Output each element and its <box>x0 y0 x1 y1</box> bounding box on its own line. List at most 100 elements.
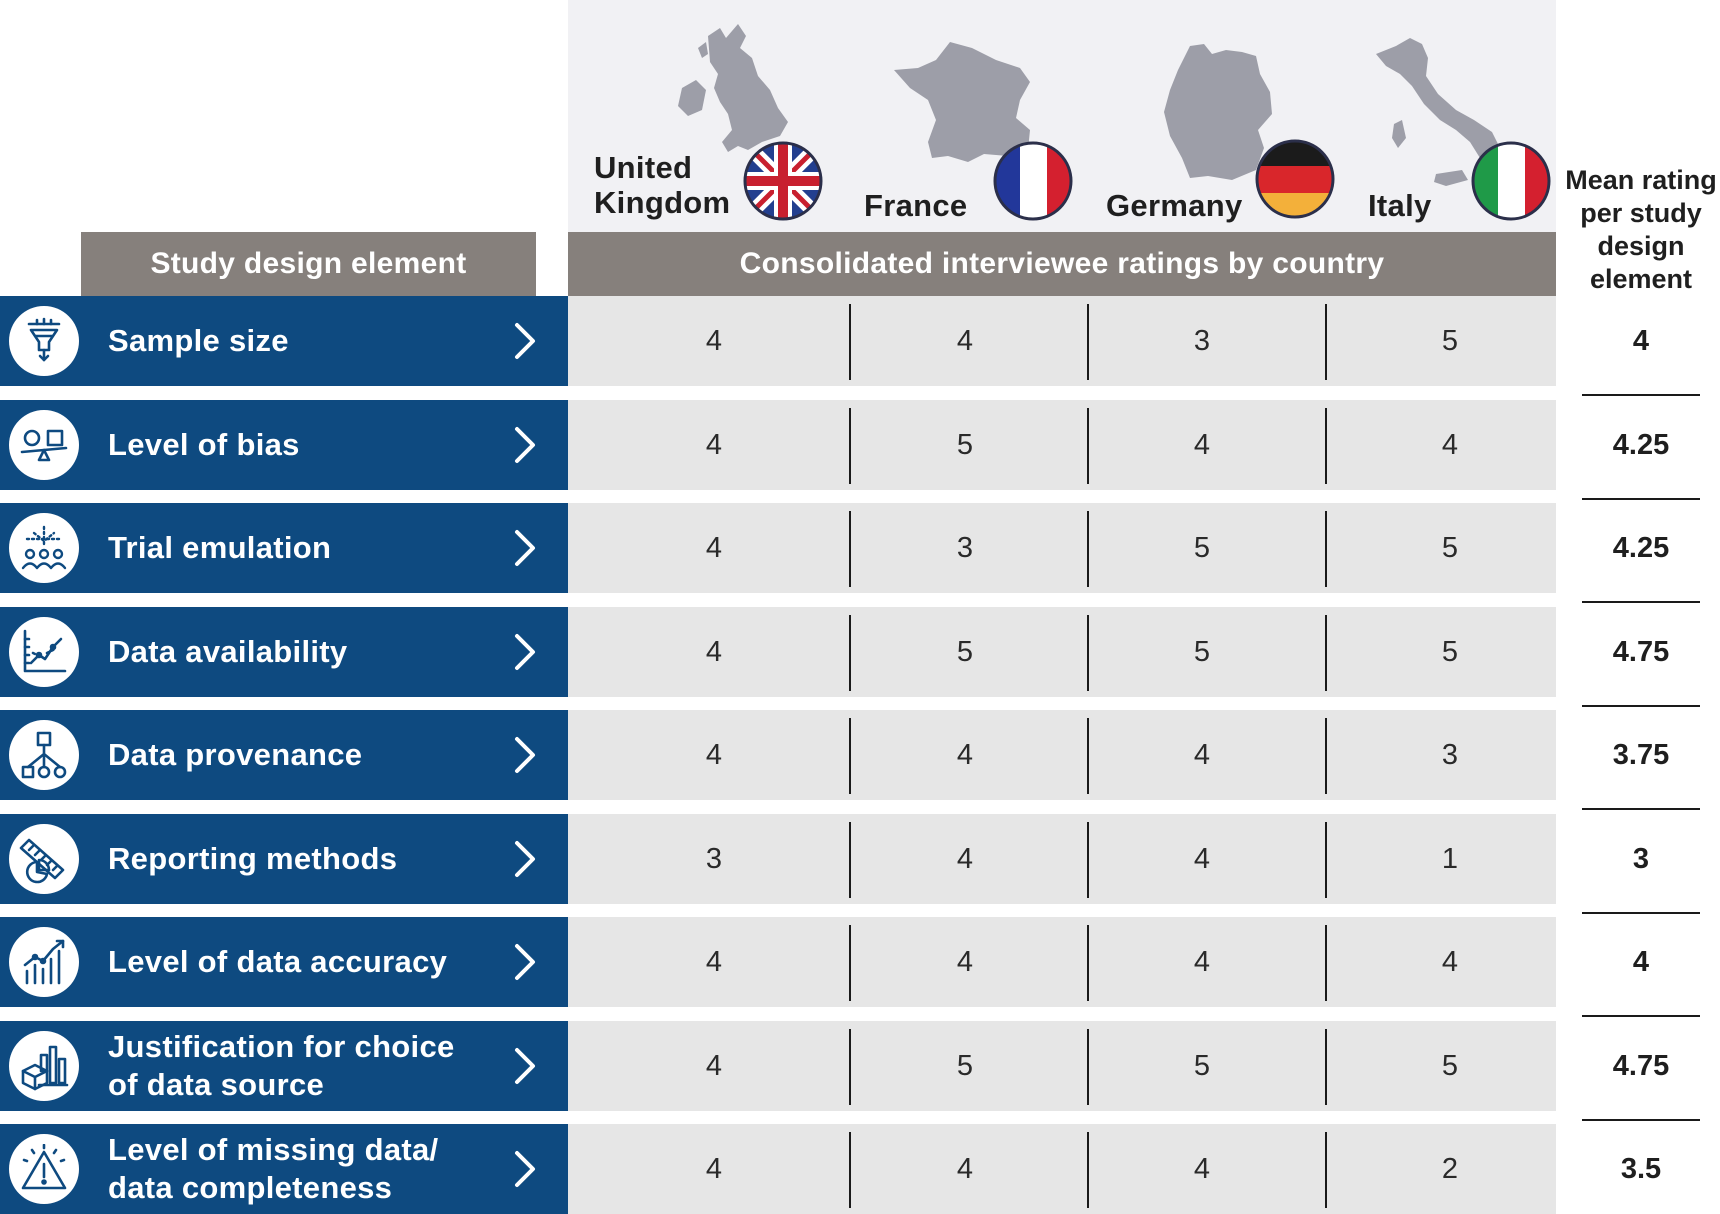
study-element-label: Reporting methods <box>108 841 398 876</box>
rating-cell: 5 <box>1193 531 1211 564</box>
column-divider <box>849 304 851 380</box>
rating-cell: 4 <box>956 1152 974 1185</box>
mean-divider <box>1582 912 1700 914</box>
column-divider <box>1087 615 1089 691</box>
country-ratings: 4 3 5 5 <box>568 503 1556 593</box>
rating-cell: 4 <box>956 324 974 357</box>
country-ratings: 4 4 4 2 <box>568 1124 1556 1214</box>
mean-divider <box>1582 705 1700 707</box>
group-icon <box>9 513 79 583</box>
study-element-button[interactable]: Level of missing data/ data completeness <box>0 1124 568 1214</box>
mean-divider <box>1582 808 1700 810</box>
italy-flag <box>1471 141 1551 221</box>
mean-divider <box>1582 1015 1700 1017</box>
study-element-button[interactable]: Justification for choice of data source <box>0 1021 568 1111</box>
column-divider <box>1325 718 1327 794</box>
france-map <box>894 42 1030 162</box>
hierarchy-icon <box>9 720 79 790</box>
chevron-right-icon <box>515 1151 535 1187</box>
column-divider <box>849 615 851 691</box>
table-row: Data availability 4 5 5 5 4.75 <box>0 607 1720 707</box>
study-element-label: Level of data accuracy <box>108 944 448 979</box>
column-divider <box>849 718 851 794</box>
chevron-right-icon <box>515 841 535 877</box>
table-row: Reporting methods 3 4 4 1 3 <box>0 814 1720 914</box>
column-divider <box>1325 1132 1327 1208</box>
column-divider <box>1087 408 1089 484</box>
rating-cell: 4 <box>1193 945 1211 978</box>
country-ratings: 3 4 4 1 <box>568 814 1556 904</box>
study-element-label: Data availability <box>108 634 348 669</box>
column-divider <box>849 925 851 1001</box>
rating-cell: 4 <box>705 428 723 461</box>
mean-rating: 4.75 <box>1612 635 1670 668</box>
rating-cell: 4 <box>705 1152 723 1185</box>
rating-cell: 5 <box>1441 635 1459 668</box>
table-row: Level of missing data/ data completeness… <box>0 1124 1720 1214</box>
column-divider <box>849 822 851 898</box>
table-row: Trial emulation 4 3 5 5 4.25 <box>0 503 1720 603</box>
study-element-label: Trial emulation <box>108 530 332 565</box>
study-element-label: Sample size <box>108 323 289 358</box>
column-divider <box>1087 718 1089 794</box>
chevron-right-icon <box>515 323 535 359</box>
rating-cell: 4 <box>956 945 974 978</box>
column-divider <box>1087 1029 1089 1105</box>
study-design-element-header: Study design element <box>81 232 536 296</box>
study-element-label: Level of missing data/ data completeness <box>108 1132 439 1205</box>
rating-cell: 4 <box>705 531 723 564</box>
rating-cell: 5 <box>956 428 974 461</box>
table-row: Sample size 4 4 3 5 4 <box>0 296 1720 396</box>
column-divider <box>1087 822 1089 898</box>
table-row: Level of data accuracy 4 4 4 4 4 <box>0 917 1720 1017</box>
column-divider <box>1325 1029 1327 1105</box>
rating-cell: 3 <box>1193 324 1211 357</box>
study-element-button[interactable]: Data availability <box>0 607 568 697</box>
study-element-button[interactable]: Level of data accuracy <box>0 917 568 1007</box>
mean-divider <box>1582 498 1700 500</box>
study-element-button[interactable]: Level of bias <box>0 400 568 490</box>
column-divider <box>1325 304 1327 380</box>
column-divider <box>849 1029 851 1105</box>
ruler-pie-icon <box>9 824 79 894</box>
country-name-italy: Italy <box>1368 188 1432 223</box>
study-element-label: Justification for choice of data source <box>108 1029 455 1102</box>
mean-rating: 4.25 <box>1612 428 1670 461</box>
rating-cell: 4 <box>1193 1152 1211 1185</box>
column-divider <box>1325 511 1327 587</box>
study-element-label: Level of bias <box>108 427 300 462</box>
study-element-button[interactable]: Trial emulation <box>0 503 568 593</box>
mean-rating: 4.75 <box>1612 1049 1670 1082</box>
rating-cell: 4 <box>1193 738 1211 771</box>
mean-rating-header: Mean rating per study design element <box>1565 165 1717 294</box>
mean-rating: 3.5 <box>1620 1152 1662 1185</box>
uk-map <box>678 24 788 152</box>
study-element-button[interactable]: Reporting methods <box>0 814 568 904</box>
column-divider <box>849 1132 851 1208</box>
warning-icon <box>9 1134 79 1204</box>
mean-divider <box>1582 601 1700 603</box>
country-ratings: 4 5 5 5 <box>568 1021 1556 1111</box>
column-divider <box>1325 408 1327 484</box>
rating-cell: 5 <box>956 1049 974 1082</box>
chevron-right-icon <box>515 530 535 566</box>
rating-cell: 4 <box>705 324 723 357</box>
funnel-icon <box>9 306 79 376</box>
column-divider <box>1087 304 1089 380</box>
study-element-button[interactable]: Sample size <box>0 296 568 386</box>
data-source-icon <box>9 1031 79 1101</box>
study-element-button[interactable]: Data provenance <box>0 710 568 800</box>
column-divider <box>1087 925 1089 1001</box>
rating-cell: 4 <box>705 1049 723 1082</box>
mean-divider <box>1582 1119 1700 1121</box>
column-divider <box>1325 615 1327 691</box>
mean-rating: 4.25 <box>1612 531 1670 564</box>
mean-rating: 3 <box>1632 842 1650 875</box>
rating-cell: 5 <box>1193 1049 1211 1082</box>
column-divider <box>1087 511 1089 587</box>
rating-cell: 4 <box>705 945 723 978</box>
scale-icon <box>9 410 79 480</box>
mean-rating: 3.75 <box>1612 738 1670 771</box>
column-divider <box>1325 925 1327 1001</box>
country-ratings: 4 4 3 5 <box>568 296 1556 386</box>
